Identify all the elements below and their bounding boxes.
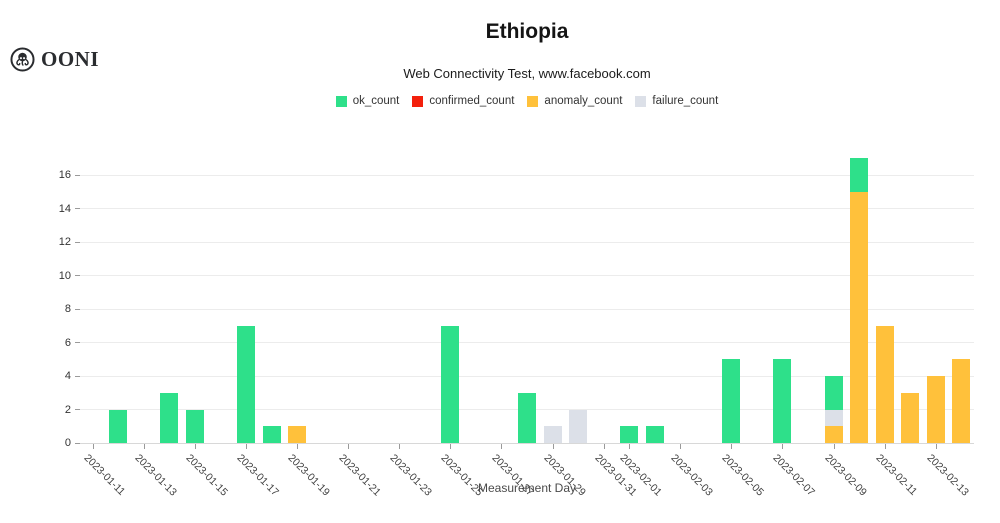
bar-segment-ok_count[interactable] (850, 158, 869, 192)
bar-segment-anomaly_count[interactable] (850, 191, 869, 443)
y-tick-mark (75, 208, 80, 210)
bar-segment-anomaly_count[interactable] (952, 359, 971, 443)
y-tick-mark (75, 241, 80, 243)
x-tick-mark (143, 444, 145, 449)
x-tick-mark (297, 444, 299, 449)
y-tick-label: 8 (64, 303, 71, 316)
legend-swatch-ok_count (335, 95, 347, 107)
x-tick-mark (833, 444, 835, 449)
legend-item-confirmed_count: confirmed_count (412, 95, 514, 107)
grid-line (80, 308, 974, 310)
bar-segment-anomaly_count[interactable] (901, 392, 920, 443)
bar-segment-ok_count[interactable] (518, 392, 536, 443)
x-tick-mark (731, 444, 733, 449)
bar-segment-anomaly_count[interactable] (288, 426, 307, 443)
ooni-octopus-icon (10, 47, 35, 72)
bar-segment-anomaly_count[interactable] (824, 426, 843, 443)
legend-item-ok_count: ok_count (335, 95, 400, 107)
legend-label: confirmed_count (429, 95, 515, 107)
bar-segment-failure_count[interactable] (543, 426, 562, 443)
x-tick-mark (246, 444, 248, 449)
y-tick-label: 4 (64, 370, 71, 383)
x-axis-title: Measurement Day (477, 481, 577, 495)
y-tick-mark (75, 174, 80, 176)
y-tick-label: 14 (58, 202, 71, 215)
y-tick-label: 16 (58, 169, 71, 182)
bar-segment-anomaly_count[interactable] (926, 376, 945, 443)
x-tick-mark (194, 444, 196, 449)
grid-line (80, 342, 974, 344)
x-tick-mark (92, 444, 94, 449)
y-tick-mark (75, 442, 80, 444)
y-tick-mark (75, 275, 80, 277)
grid-line (80, 208, 974, 210)
y-tick-label: 10 (58, 269, 71, 282)
legend-swatch-anomaly_count (527, 95, 539, 107)
bar-segment-ok_count[interactable] (237, 325, 256, 443)
chart-subtitle: Web Connectivity Test, www.facebook.com (403, 66, 651, 81)
bar-segment-ok_count[interactable] (262, 426, 281, 443)
legend-item-failure_count: failure_count (635, 95, 718, 107)
x-tick-mark (884, 444, 886, 449)
grid-line (80, 375, 974, 377)
legend-swatch-failure_count (635, 95, 647, 107)
bar-segment-ok_count[interactable] (441, 325, 460, 443)
bar-segment-ok_count[interactable] (620, 426, 639, 443)
bar-segment-failure_count[interactable] (824, 409, 843, 427)
y-tick-mark (75, 308, 80, 310)
x-tick-mark (450, 444, 452, 449)
bar-segment-ok_count[interactable] (773, 359, 792, 443)
x-tick-mark (935, 444, 937, 449)
x-tick-mark (603, 444, 605, 449)
y-tick-label: 12 (58, 236, 71, 249)
x-tick-mark (782, 444, 784, 449)
bar-segment-ok_count[interactable] (109, 409, 128, 443)
bar-segment-ok_count[interactable] (824, 376, 843, 410)
bar-segment-ok_count[interactable] (722, 359, 741, 443)
legend-label: anomaly_count (544, 95, 623, 107)
plot-area: 0 2 4 6 8 10 12 14 16 2023-01-11 2023-01-13 2023-01… (59, 150, 974, 498)
ooni-wordmark: OONI (41, 47, 100, 71)
x-tick-mark (501, 444, 503, 449)
grid-line (80, 174, 974, 176)
x-tick-mark (680, 444, 682, 449)
x-tick-mark (399, 444, 401, 449)
bar-segment-anomaly_count[interactable] (875, 325, 894, 443)
legend-label: failure_count (652, 95, 719, 107)
y-tick-mark (75, 409, 80, 410)
bar-segment-failure_count[interactable] (569, 409, 588, 443)
x-tick-mark (629, 444, 631, 449)
y-tick-label: 0 (64, 437, 71, 449)
x-tick-mark (348, 444, 350, 449)
ooni-logo: OONI (10, 47, 99, 72)
y-tick-label: 2 (64, 403, 71, 416)
legend-swatch-confirmed_count (412, 95, 424, 107)
grid-line (80, 241, 974, 243)
legend: ok_count confirmed_count anomaly_count fail… (80, 95, 974, 107)
bar-segment-ok_count[interactable] (185, 409, 204, 443)
x-tick-mark (552, 444, 554, 449)
y-tick-mark (75, 342, 80, 344)
bar-segment-ok_count[interactable] (160, 392, 179, 443)
x-axis-line (80, 443, 974, 444)
bar-segment-ok_count[interactable] (645, 426, 664, 443)
y-tick-label: 6 (64, 336, 71, 349)
y-tick-mark (75, 375, 80, 377)
legend-label: ok_count (352, 95, 400, 107)
legend-item-anomaly_count: anomaly_count (527, 95, 622, 107)
grid-line (80, 275, 974, 277)
chart-title: Ethiopia (485, 20, 569, 43)
